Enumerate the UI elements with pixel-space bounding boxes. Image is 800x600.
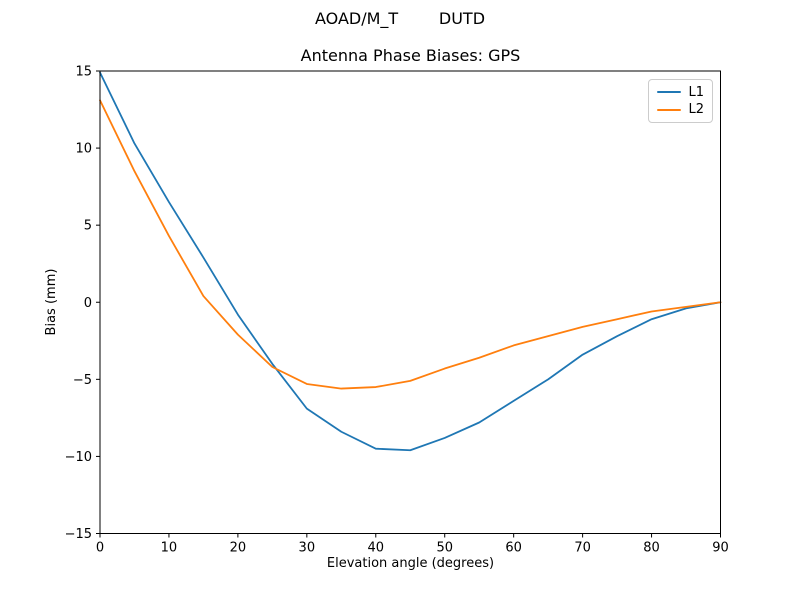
y-tick-label: 0 [84,296,92,311]
x-tick-label: 0 [96,541,104,556]
x-tick-label: 70 [574,541,591,556]
x-tick-label: 30 [299,541,316,556]
x-tick-label: 10 [161,541,178,556]
series-line-L2 [99,99,722,390]
chart-title: Antenna Phase Biases: GPS [300,46,521,65]
x-tick-label: 50 [436,541,453,556]
y-tick-label: −5 [73,373,92,388]
l2-line-swatch [657,108,682,112]
series-line-L1 [99,71,722,452]
legend-item-l1: L1 [657,85,704,100]
x-tick-label: 80 [643,541,660,556]
x-tick-label: 20 [230,541,247,556]
legend-label-l1: L1 [688,84,704,100]
l1-line-swatch [657,90,682,94]
legend: L1 L2 [648,79,713,123]
y-tick-label: 10 [75,142,92,157]
y-tick-label: −15 [65,527,92,542]
x-axis-label: Elevation angle (degrees) [326,556,495,571]
y-tick-label: −10 [65,450,92,465]
legend-item-l2: L2 [657,102,704,117]
y-tick-label: 15 [75,65,92,80]
y-tick-label: 5 [84,219,92,234]
x-tick-label: 90 [712,541,729,556]
legend-label-l2: L2 [688,102,704,118]
plot-frame [99,70,721,534]
x-tick-label: 60 [505,541,522,556]
figure-suptitle: AOAD/M_T DUTD [314,9,486,28]
x-tick-label: 40 [368,541,385,556]
